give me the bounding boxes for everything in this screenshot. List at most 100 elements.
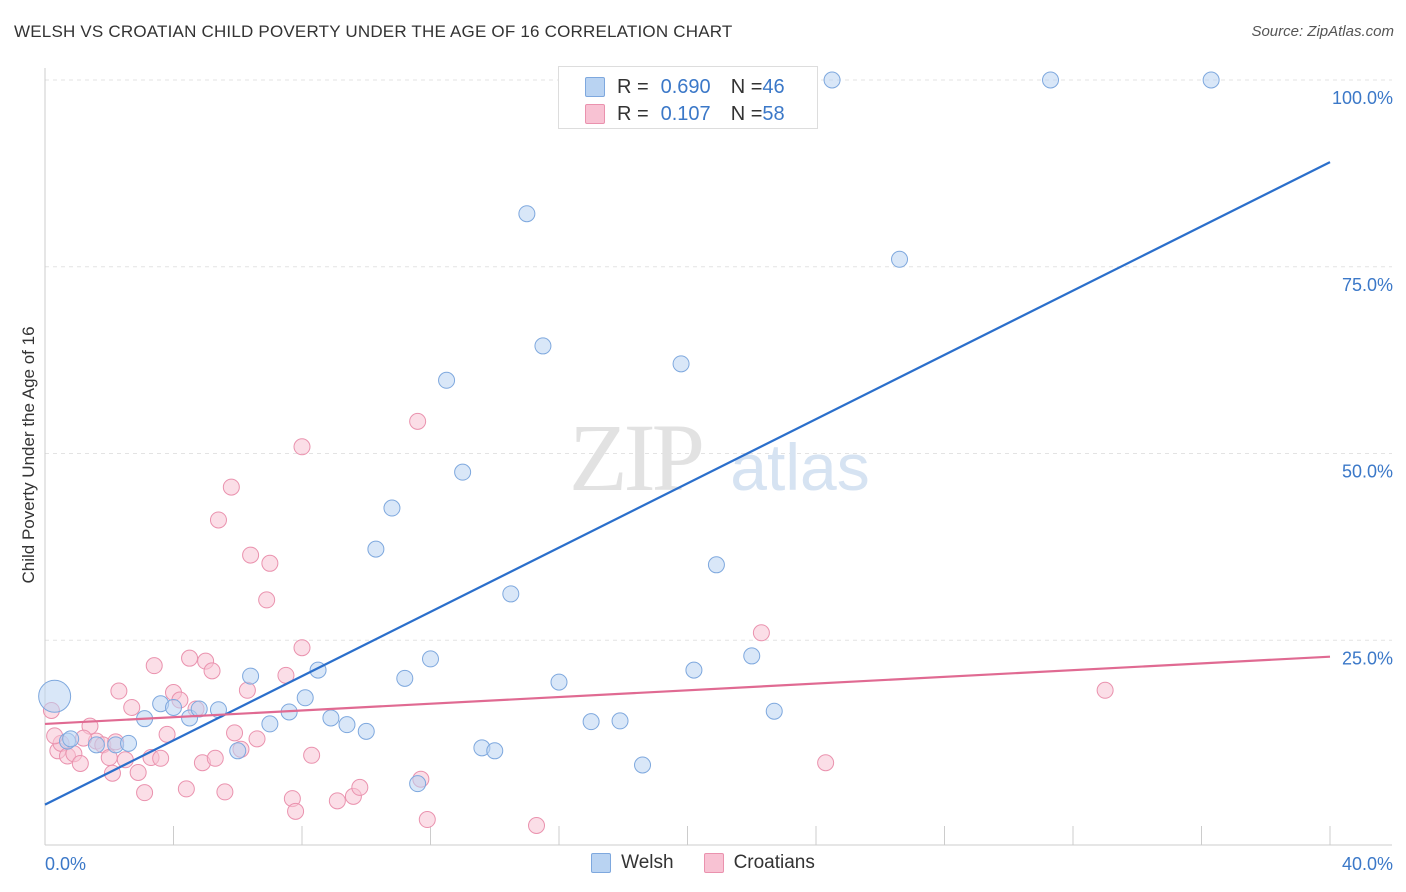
welsh-point [685,661,703,679]
welsh-point [322,709,340,727]
welsh-point [367,540,385,558]
grid-layer [45,79,1392,641]
welsh-point [383,499,401,517]
croatians-point [303,746,321,764]
welsh-legend-label: Welsh [621,852,674,873]
series-legend-croatians: Croatians [703,852,815,874]
croatians-legend-label: Croatians [733,852,815,873]
trend-lines [44,161,1331,806]
croatians-point [145,657,163,675]
croatians-point [181,649,199,667]
series-legend: Welsh Croatians [0,852,1406,874]
legend-welsh-n-value: 46 [762,75,785,98]
chart-title: WELSH VS CROATIAN CHILD POVERTY UNDER TH… [14,22,733,41]
welsh-point [611,712,629,730]
croatians-point [293,639,311,657]
legend-croatians-n-key: N = [730,102,763,125]
y-tick-label: 50.0% [1342,462,1393,482]
croatians-point [287,802,305,820]
y-tick-label: 25.0% [1342,648,1393,668]
welsh-point [518,205,536,223]
croatians-point [409,412,427,430]
croatians-point [1096,681,1114,699]
croatians-point [129,763,147,781]
welsh-point [190,700,208,718]
croatians-point [226,724,244,742]
welsh-points [38,71,1220,793]
croatians-point [752,624,770,642]
welsh-point [582,713,600,731]
welsh-point [38,679,72,713]
welsh-point [1202,71,1220,89]
welsh-point [823,71,841,89]
croatians-point [238,681,256,699]
welsh-point [634,756,652,774]
croatians-point [328,792,346,810]
legend-croatians-r-key: R = [617,102,649,125]
croatians-point [209,511,227,529]
welsh-point [550,673,568,691]
welsh-point [486,742,504,760]
welsh-point [296,689,314,707]
welsh-point [229,742,247,760]
croatians-legend-swatch [703,853,724,873]
welsh-point [502,585,520,603]
legend-row-welsh: R = 0.690 N = 46 [585,75,785,99]
croatians-point [293,438,311,456]
y-tick-label: 100.0% [1332,88,1393,108]
croatians-point [261,554,279,572]
croatians-swatch [585,104,605,124]
axis-layer [44,68,1392,846]
legend-croatians-n-value: 58 [762,102,785,125]
welsh-point [422,650,439,668]
watermark-zip: ZIP [569,404,702,511]
watermark: ZIP atlas [569,404,870,511]
welsh-point [891,250,909,268]
legend-welsh-n-key: N = [730,75,763,98]
welsh-trend-line [44,161,1331,806]
series-legend-welsh: Welsh [591,852,674,874]
tick-labels: 0.0% 40.0% 25.0% 50.0% 75.0% 100.0% [45,88,1393,874]
croatians-point [152,749,170,767]
croatians-point [222,478,240,496]
croatians-point [258,591,276,609]
welsh-point [1042,71,1060,89]
welsh-point [438,371,456,389]
welsh-point [165,698,182,716]
legend-welsh-r-key: R = [617,75,649,98]
croatians-point [136,784,154,802]
welsh-point [62,730,80,748]
welsh-point [338,716,356,734]
chart-source: Source: ZipAtlas.com [1251,23,1394,40]
welsh-point [743,647,761,665]
croatians-point [177,780,195,798]
welsh-point [707,556,725,574]
croatians-point [528,817,546,835]
welsh-point [261,715,279,733]
legend-welsh-r-value: 0.690 [660,75,711,98]
croatians-point [206,749,224,767]
y-axis-title: Child Poverty Under the Age of 16 [19,326,38,583]
legend-row-croatians: R = 0.107 N = 58 [585,102,785,126]
y-tick-label: 75.0% [1342,275,1393,295]
croatians-trend-line [44,655,1331,726]
welsh-point [120,734,138,752]
welsh-point [242,667,260,685]
croatians-point [110,682,128,700]
welsh-swatch [585,77,605,97]
stats-legend: R = 0.690 N = 46 R = 0.107 N = 58 [558,66,818,129]
croatians-point [817,754,835,772]
croatians-point [242,546,260,564]
welsh-point [454,463,472,481]
croatians-point [351,778,369,796]
legend-croatians-r-value: 0.107 [660,102,711,125]
croatians-point [71,755,89,773]
croatians-point [248,730,266,748]
welsh-point [409,775,427,793]
croatians-point [203,662,221,680]
watermark-atlas: atlas [730,430,869,504]
welsh-legend-swatch [591,853,612,873]
welsh-point [357,722,375,740]
x-tick-label-right: 40.0% [1342,854,1393,874]
